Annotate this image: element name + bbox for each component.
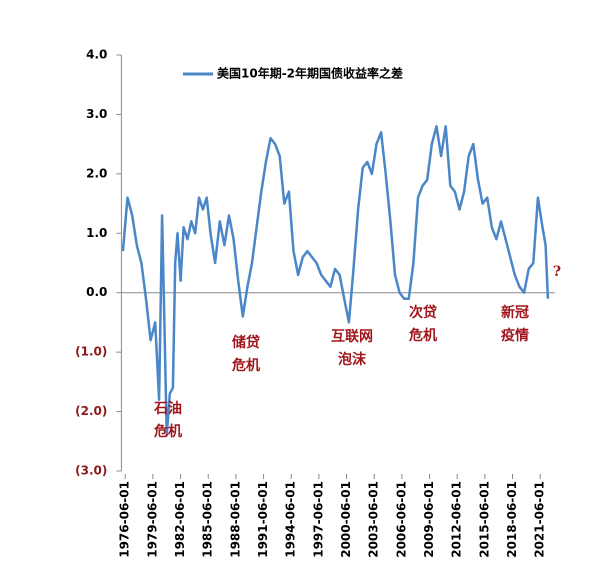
- annotation: 危机: [231, 357, 260, 374]
- y-tick-label: 1.0: [86, 226, 107, 240]
- y-tick-label: (3.0): [75, 464, 107, 478]
- x-tick-label: 2021-06-01: [533, 481, 547, 558]
- x-tick-label: 2015-06-01: [477, 481, 491, 558]
- y-tick-label: 2.0: [86, 166, 107, 180]
- x-tick-label: 2003-06-01: [367, 481, 381, 558]
- series-line: [121, 125, 550, 437]
- x-tick-label: 2018-06-01: [505, 481, 519, 558]
- x-tick-label: 1976-06-01: [118, 481, 132, 558]
- x-tick-label: 1985-06-01: [201, 481, 215, 558]
- annotation: 石油: [153, 400, 182, 417]
- y-tick-label: 3.0: [86, 107, 107, 121]
- annotation: 危机: [408, 327, 437, 344]
- x-tick-label: 2006-06-01: [394, 481, 408, 558]
- annotation: 危机: [153, 423, 182, 440]
- x-tick-label: 2009-06-01: [422, 481, 436, 558]
- x-tick-label: 1997-06-01: [311, 481, 325, 558]
- annotation: 次贷: [409, 304, 437, 321]
- x-tick-label: 1988-06-01: [228, 481, 242, 558]
- y-tick-label: (2.0): [75, 404, 107, 418]
- annotation: 储贷: [231, 334, 260, 351]
- x-tick-label: 2000-06-01: [339, 481, 353, 558]
- y-tick-label: 4.0: [86, 48, 107, 62]
- x-tick-label: 1991-06-01: [256, 481, 270, 558]
- y-tick-label: (1.0): [75, 345, 107, 359]
- legend-label: 美国10年期-2年期国债收益率之差: [217, 66, 403, 81]
- x-tick-label: 1982-06-01: [173, 481, 187, 558]
- x-tick-label: 1994-06-01: [284, 481, 298, 558]
- annotation: 疫情: [501, 327, 529, 344]
- x-tick-label: 2012-06-01: [450, 481, 464, 558]
- x-tick-label: 1979-06-01: [145, 481, 159, 558]
- y-tick-label: 0.0: [86, 285, 107, 299]
- annotation: 新冠: [501, 304, 529, 321]
- annotation: 泡沫: [338, 351, 367, 368]
- annotation: ?: [553, 264, 561, 280]
- annotation: 互联网: [331, 329, 373, 345]
